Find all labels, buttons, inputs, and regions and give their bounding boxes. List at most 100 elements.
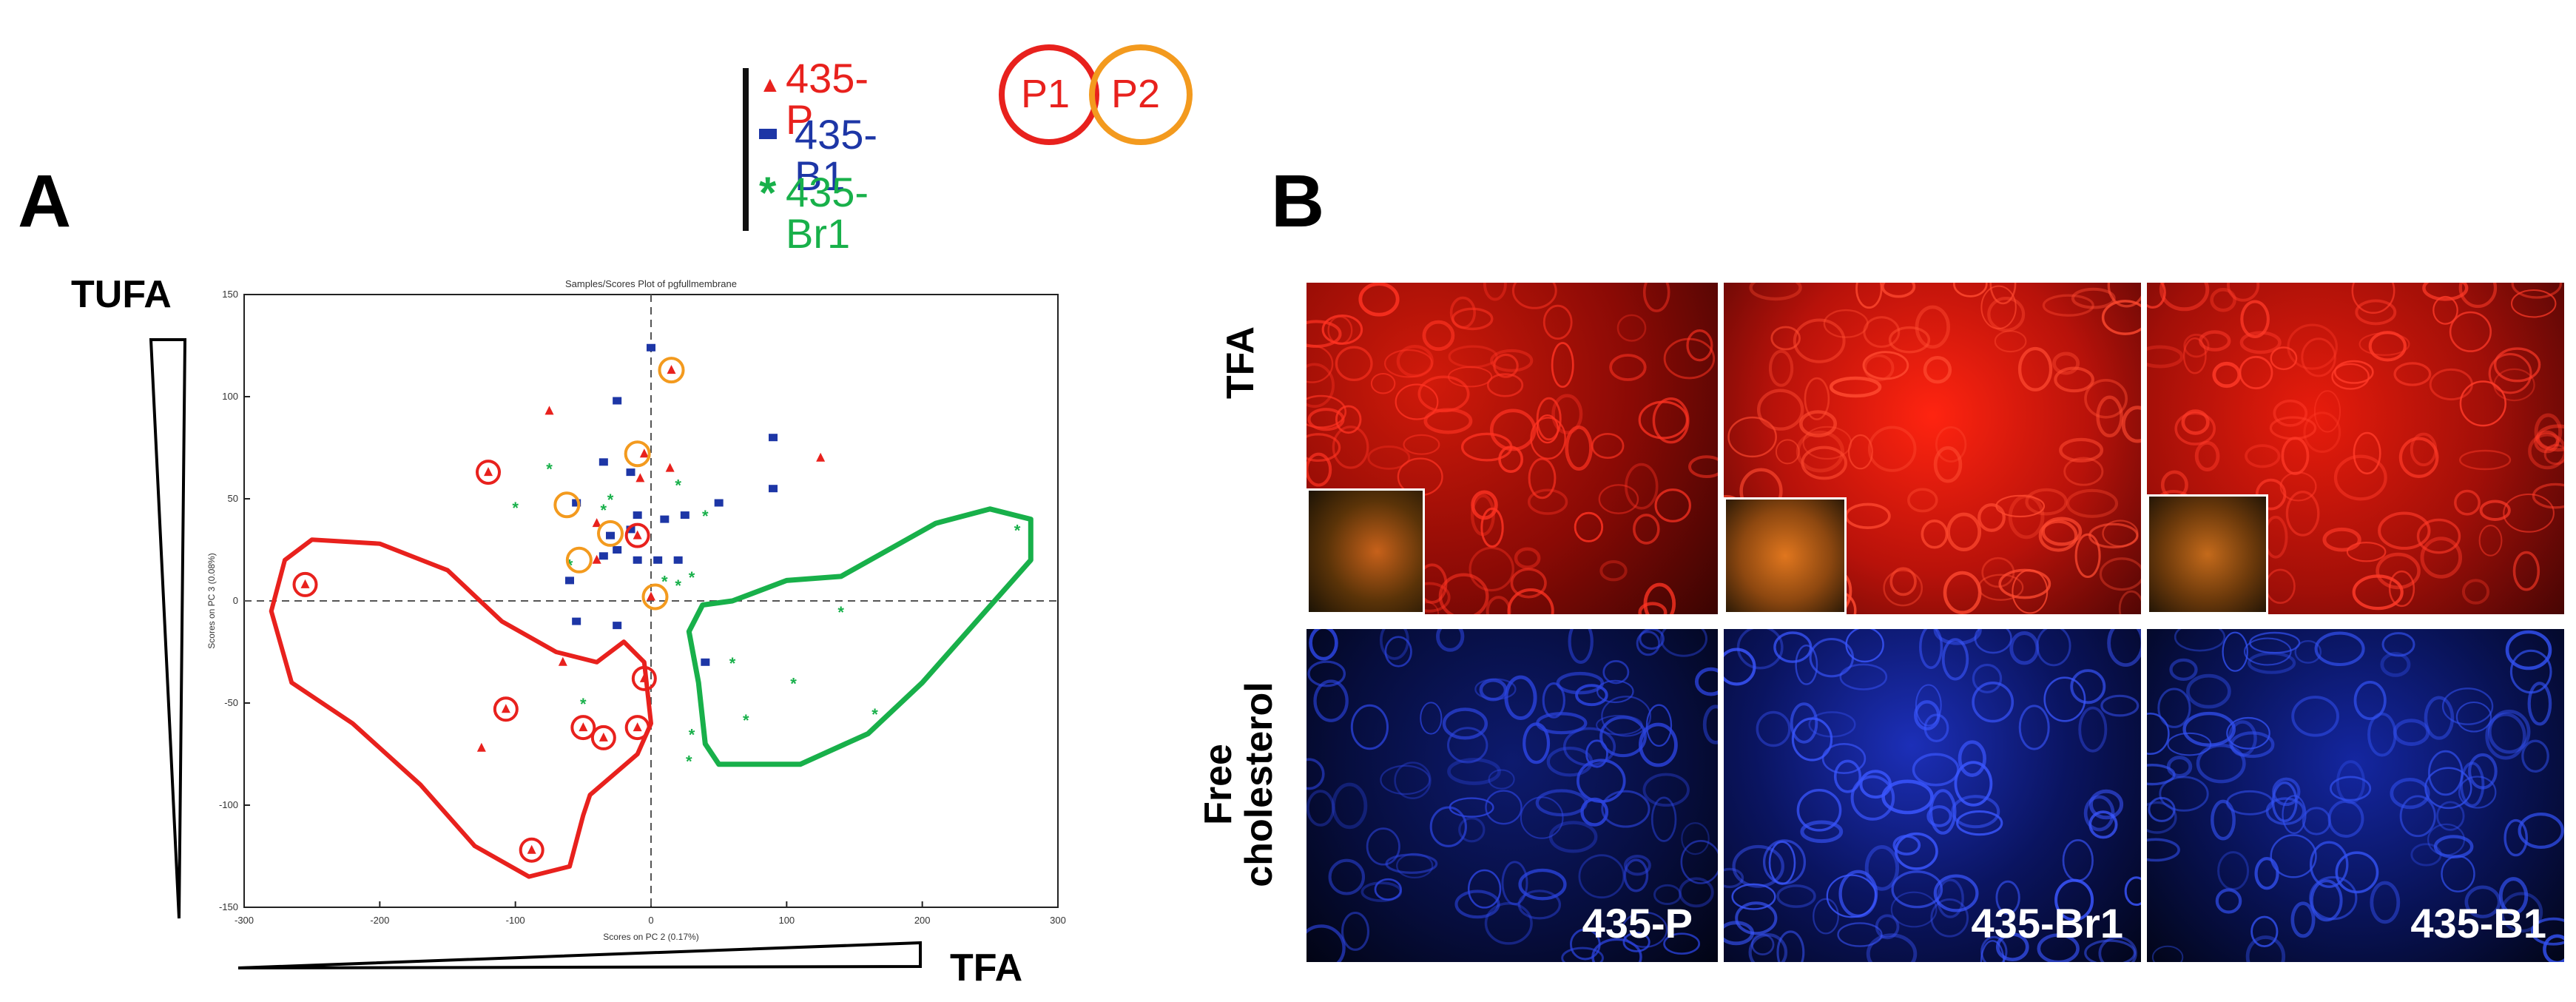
y-tick-label: 50 (228, 493, 238, 504)
cell-outline (1486, 373, 1524, 397)
cell-outline (1906, 488, 1938, 513)
p2-circle-marker (553, 491, 581, 519)
cell-outline (2441, 687, 2494, 725)
x-tick-label: -100 (506, 915, 525, 926)
point-435-br1: * (686, 752, 692, 770)
cell-outline (2503, 818, 2529, 857)
cell-outline (1654, 488, 1691, 522)
cell-outline (1542, 682, 1565, 719)
cell-outline (1609, 354, 1647, 381)
cell-outline (1341, 911, 1370, 951)
cell-outline (1995, 880, 2020, 915)
cholesterol-image-435-br1: 435-Br1 (1724, 629, 2141, 962)
point-435-p (639, 673, 649, 682)
p2-circle-marker (641, 583, 669, 611)
point-435-b1 (769, 434, 778, 442)
cell-outline (2511, 283, 2563, 299)
tfa-image-435-b1 (2147, 283, 2564, 614)
x-tick-label: 0 (648, 915, 653, 926)
cell-outline (1883, 569, 1923, 607)
cell-outline (1989, 283, 2017, 305)
point-435-br1: * (546, 460, 553, 479)
cell-outline (1736, 629, 1784, 670)
cell-outline (2370, 881, 2401, 924)
cell-outline (2487, 710, 2531, 754)
cell-outline (2183, 333, 2210, 358)
cell-outline (1651, 796, 1677, 842)
cell-outline (1770, 326, 1801, 351)
cell-outline (1694, 667, 1718, 696)
cell-outline (1383, 349, 1433, 378)
cell-outline (1847, 434, 1873, 470)
point-435-br1: * (689, 725, 695, 744)
cell-outline (1735, 901, 1778, 935)
cell-outline (2313, 390, 2341, 433)
cell-outline (2147, 838, 2180, 862)
cell-outline (1306, 758, 1325, 790)
cell-outline (1875, 914, 1900, 940)
cell-outline (1801, 445, 1847, 480)
cell-outline (2052, 352, 2080, 375)
cell-outline (2346, 542, 2387, 562)
cell-outline (1850, 775, 1895, 821)
cell-outline (2498, 877, 2529, 915)
point-435-b1 (565, 576, 574, 585)
cell-outline (1912, 753, 1960, 787)
cell-outline (1795, 645, 1818, 685)
point-435-b1 (701, 658, 710, 666)
cell-outline (1639, 629, 1665, 650)
point-435-b1 (626, 468, 635, 477)
cell-outline (1306, 924, 1346, 962)
cell-outline (1919, 629, 1943, 669)
cell-outline (1447, 727, 1488, 764)
cell-outline (2226, 716, 2270, 750)
cell-outline (1488, 769, 1515, 790)
cell-outline (2493, 347, 2541, 383)
y-tick-label: -100 (219, 799, 238, 810)
point-435-p (665, 463, 675, 472)
cell-outline (2066, 488, 2119, 518)
point-435-b1 (572, 617, 581, 625)
cell-outline (2393, 719, 2430, 746)
cell-outline (1933, 445, 1963, 483)
p2-label: P2 (1111, 72, 1161, 116)
cell-outline (1935, 426, 1967, 463)
cell-outline (2527, 682, 2552, 726)
point-435-p (816, 452, 826, 462)
cell-outline (1394, 761, 1432, 800)
point-435-b1 (653, 556, 663, 564)
point-435-p (300, 579, 310, 588)
cell-outline (2399, 795, 2436, 838)
cell-outline (1528, 457, 1557, 500)
cell-outline (1501, 861, 1528, 906)
cell-outline (1306, 790, 1335, 827)
y-tick-label: -150 (219, 901, 238, 912)
point-435-p (639, 448, 649, 458)
cell-outline (1660, 629, 1707, 657)
cell-outline (1974, 629, 2012, 654)
cell-outline (1793, 318, 1846, 363)
cell-outline (1332, 782, 1368, 830)
cell-outline (1921, 520, 1949, 549)
cell-outline (2217, 851, 2250, 891)
cell-outline (1951, 795, 2000, 829)
cell-outline (1663, 337, 1716, 380)
cell-outline (2100, 694, 2140, 717)
cell-outline (1332, 426, 1369, 469)
cell-outline (1862, 351, 1909, 380)
cell-outline (1844, 502, 1891, 529)
point-435-br1: * (790, 674, 797, 693)
x-tick-label: -300 (235, 915, 254, 926)
cell-outline (1773, 631, 1813, 663)
cell-outline (1484, 901, 1533, 945)
cell-outline (1923, 355, 1952, 384)
legend-label-b1: 435-B1 (795, 111, 878, 199)
cell-outline (1565, 425, 1593, 471)
cell-outline (1623, 855, 1651, 876)
cell-outline (2182, 711, 2236, 747)
point-435-b1 (613, 397, 622, 405)
cell-outline (1926, 805, 1952, 827)
cell-outline (1775, 439, 1800, 465)
cell-outline (1914, 700, 1941, 731)
inset-image-br1 (1724, 497, 1847, 614)
